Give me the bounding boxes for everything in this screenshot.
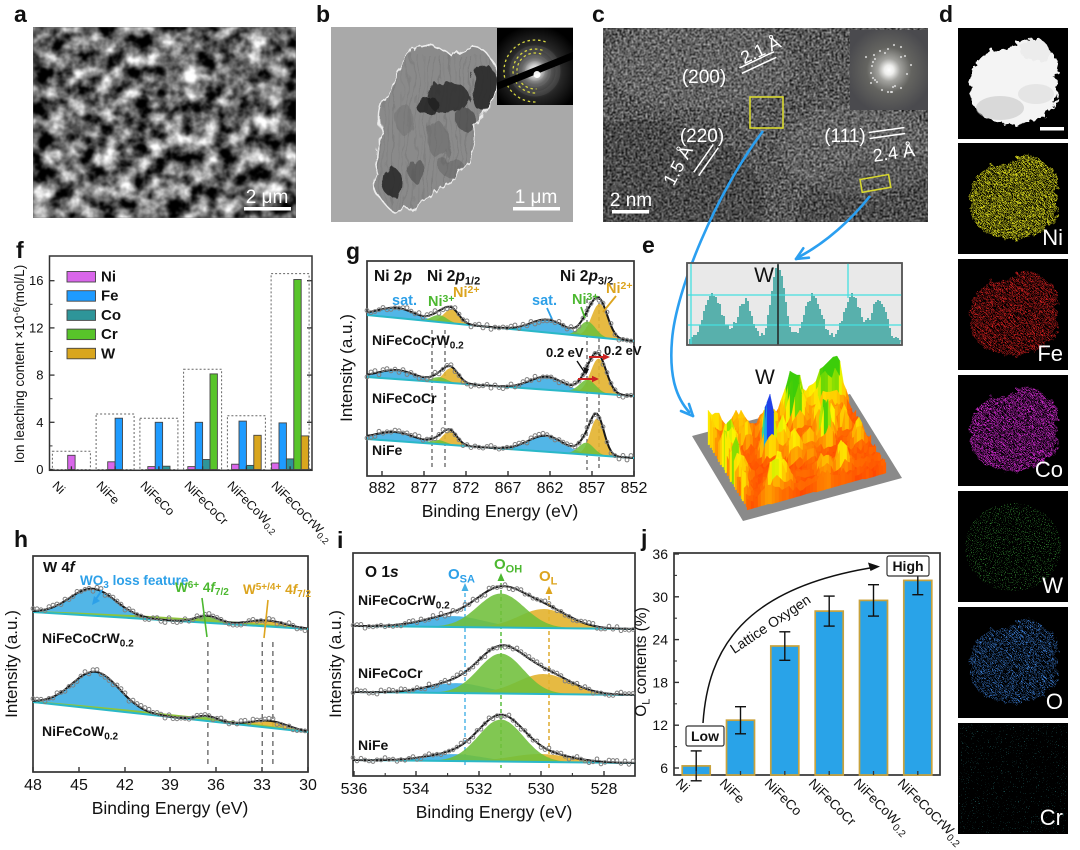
svg-text:Fe: Fe (1037, 341, 1063, 366)
svg-text:NiFeCoCrW0.2: NiFeCoCrW0.2 (42, 630, 134, 650)
svg-text:Cr: Cr (1040, 805, 1063, 830)
svg-text:0: 0 (36, 462, 43, 477)
svg-text:0.2 eV: 0.2 eV (604, 343, 642, 358)
svg-text:NiFeCoW0.2: NiFeCoW0.2 (42, 723, 119, 743)
svg-text:Intensity (a.u.): Intensity (a.u.) (2, 610, 21, 718)
svg-text:16: 16 (29, 273, 43, 288)
svg-text:sat.: sat. (532, 293, 557, 309)
svg-text:NiFeCoCr: NiFeCoCr (372, 390, 437, 406)
svg-text:a: a (14, 1, 27, 27)
svg-text:W 4f: W 4f (43, 559, 77, 576)
svg-text:8: 8 (36, 368, 43, 383)
svg-text:852: 852 (621, 480, 648, 497)
svg-text:Binding Energy (eV): Binding Energy (eV) (422, 501, 579, 521)
svg-text:30: 30 (652, 589, 668, 605)
svg-text:O: O (1046, 689, 1063, 714)
svg-text:Intensity (a.u.): Intensity (a.u.) (337, 314, 356, 422)
svg-text:j: j (640, 525, 647, 551)
svg-text:42: 42 (116, 777, 134, 794)
svg-text:528: 528 (591, 781, 618, 798)
svg-text:Ni: Ni (101, 269, 116, 286)
svg-text:h: h (14, 526, 28, 552)
svg-text:Low: Low (691, 728, 719, 744)
svg-text:Co: Co (1035, 457, 1063, 482)
svg-text:W: W (101, 345, 116, 362)
svg-text:18: 18 (652, 674, 668, 690)
svg-text:(200): (200) (682, 67, 726, 88)
svg-text:Fe: Fe (101, 288, 119, 305)
svg-text:Intensity (a.u.): Intensity (a.u.) (326, 610, 345, 718)
svg-text:2 μm: 2 μm (246, 187, 289, 208)
svg-text:867: 867 (495, 480, 522, 497)
svg-text:45: 45 (70, 777, 88, 794)
svg-text:534: 534 (403, 781, 430, 798)
svg-text:W: W (755, 366, 775, 389)
svg-text:48: 48 (24, 777, 42, 794)
svg-text:877: 877 (411, 480, 438, 497)
svg-text:36: 36 (652, 546, 668, 562)
svg-text:sat.: sat. (392, 293, 417, 309)
svg-text:2 nm: 2 nm (610, 190, 652, 211)
svg-text:882: 882 (369, 480, 396, 497)
svg-text:33: 33 (253, 777, 271, 794)
svg-text:0.2 eV: 0.2 eV (546, 345, 584, 360)
svg-text:36: 36 (207, 777, 225, 794)
svg-text:1 μm: 1 μm (515, 187, 558, 208)
svg-text:(111): (111) (824, 126, 866, 147)
svg-text:High: High (892, 558, 923, 574)
svg-text:530: 530 (528, 781, 555, 798)
svg-text:NiFe: NiFe (358, 737, 389, 753)
svg-text:Ion leaching content ×10-6(mol: Ion leaching content ×10-6(mol/L) (12, 265, 27, 463)
svg-text:b: b (316, 1, 330, 27)
svg-text:g: g (346, 238, 360, 264)
svg-text:Ni: Ni (1042, 225, 1063, 250)
svg-text:(220): (220) (680, 126, 724, 147)
svg-text:OL contents (%): OL contents (%) (633, 607, 653, 717)
svg-text:NiFeCoCr: NiFeCoCr (358, 665, 423, 681)
svg-text:6: 6 (660, 760, 668, 776)
svg-text:536: 536 (341, 781, 368, 798)
svg-text:Cr: Cr (101, 326, 118, 343)
svg-text:Co: Co (101, 307, 121, 324)
svg-text:30: 30 (299, 777, 317, 794)
svg-text:872: 872 (453, 480, 480, 497)
svg-text:Binding Energy (eV): Binding Energy (eV) (92, 798, 249, 818)
svg-text:24: 24 (652, 632, 668, 648)
svg-text:NiFe: NiFe (372, 442, 403, 458)
svg-text:Ni 2p: Ni 2p (374, 268, 412, 285)
svg-text:857: 857 (579, 480, 606, 497)
svg-text:862: 862 (537, 480, 564, 497)
svg-text:NiFeCoCrW0.2: NiFeCoCrW0.2 (372, 332, 464, 352)
svg-text:39: 39 (161, 777, 179, 794)
svg-text:d: d (939, 1, 953, 27)
svg-text:NiFeCoCrW0.2: NiFeCoCrW0.2 (358, 592, 450, 612)
svg-text:f: f (16, 237, 24, 263)
svg-text:12: 12 (29, 320, 43, 335)
svg-text:c: c (592, 1, 605, 27)
svg-text:W: W (1042, 573, 1063, 598)
svg-text:i: i (337, 527, 343, 553)
svg-text:e: e (642, 232, 655, 258)
svg-text:W: W (754, 264, 774, 287)
svg-text:4: 4 (36, 415, 43, 430)
svg-text:532: 532 (466, 781, 493, 798)
svg-text:O 1s: O 1s (365, 564, 399, 581)
svg-text:12: 12 (652, 717, 668, 733)
svg-text:Binding Energy (eV): Binding Energy (eV) (416, 802, 573, 822)
